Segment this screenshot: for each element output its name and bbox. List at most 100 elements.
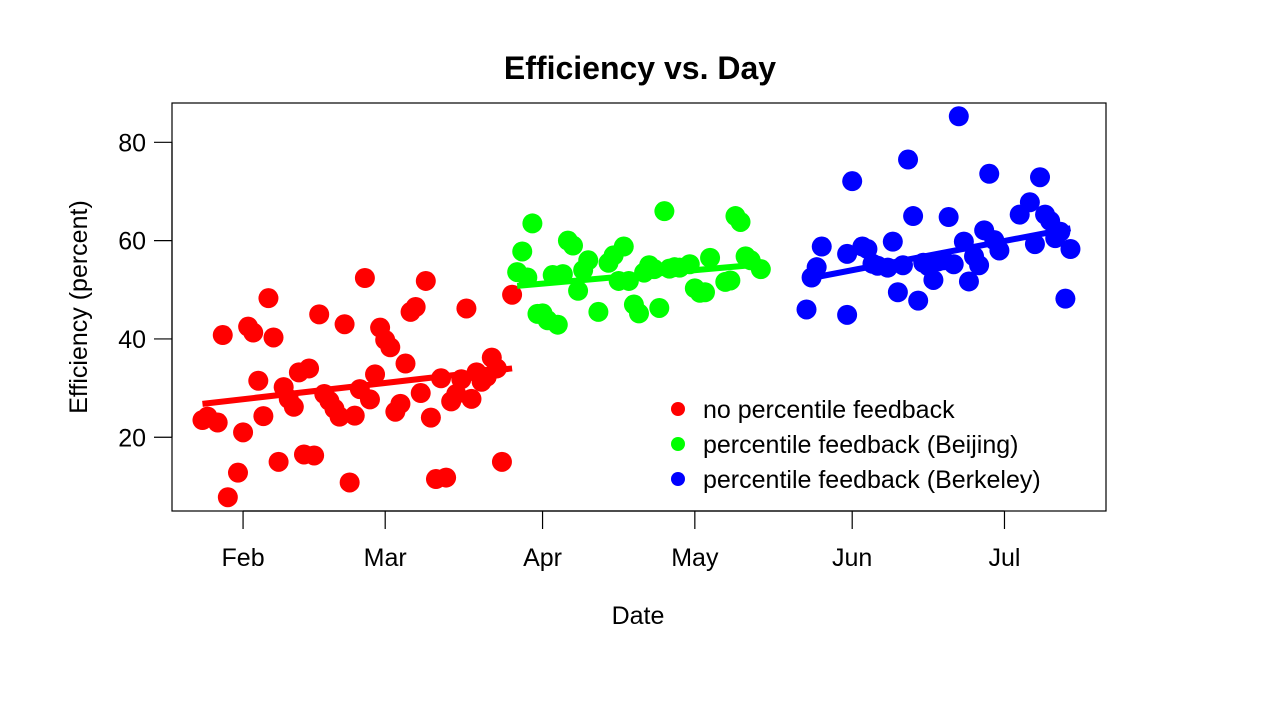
x-tick-label: Jul bbox=[988, 544, 1020, 572]
y-tick-label: 20 bbox=[118, 424, 146, 452]
data-point bbox=[943, 254, 964, 275]
data-point bbox=[796, 299, 817, 320]
data-point bbox=[969, 255, 990, 276]
data-point bbox=[613, 236, 634, 257]
data-point bbox=[563, 235, 584, 256]
x-tick-label: Feb bbox=[222, 544, 265, 572]
x-tick-label: Jun bbox=[832, 544, 872, 572]
data-point bbox=[420, 407, 441, 428]
data-point bbox=[1060, 238, 1081, 259]
data-point bbox=[380, 337, 401, 358]
data-point bbox=[958, 271, 979, 292]
x-tick-label: Apr bbox=[523, 544, 562, 572]
data-point bbox=[334, 314, 355, 335]
legend-item: percentile feedback (Beijing) bbox=[671, 431, 1018, 459]
data-point bbox=[502, 284, 523, 305]
data-point bbox=[309, 304, 330, 325]
data-point bbox=[979, 163, 1000, 184]
data-point bbox=[436, 467, 457, 488]
data-point bbox=[578, 250, 599, 271]
data-point bbox=[304, 445, 325, 466]
data-point bbox=[456, 298, 477, 319]
y-tick-label: 60 bbox=[118, 228, 146, 256]
legend-item: no percentile feedback bbox=[671, 396, 955, 424]
data-point bbox=[365, 364, 386, 385]
y-tick-label: 80 bbox=[118, 129, 146, 157]
legend-marker bbox=[671, 402, 685, 416]
x-axis: Feb Mar Apr May Jun Jul bbox=[222, 510, 1020, 572]
data-point bbox=[649, 297, 670, 318]
data-point bbox=[217, 487, 238, 508]
series-1-trend-line bbox=[202, 365, 513, 407]
data-point bbox=[948, 106, 969, 127]
x-tick-label: Mar bbox=[364, 544, 407, 572]
data-point bbox=[806, 257, 827, 278]
data-point bbox=[410, 383, 431, 404]
data-point bbox=[654, 201, 675, 222]
data-point bbox=[588, 301, 609, 322]
data-point bbox=[283, 396, 304, 417]
y-tick-label: 40 bbox=[118, 326, 146, 354]
data-point bbox=[700, 247, 721, 268]
data-point bbox=[461, 388, 482, 409]
data-point bbox=[212, 325, 233, 346]
data-point bbox=[1019, 192, 1040, 213]
data-point bbox=[227, 462, 248, 483]
y-axis: 20 40 60 80 bbox=[118, 129, 173, 452]
legend-marker bbox=[671, 472, 685, 486]
data-point bbox=[253, 406, 274, 427]
data-point bbox=[405, 297, 426, 317]
data-point bbox=[248, 370, 269, 391]
data-point bbox=[512, 241, 533, 262]
data-point bbox=[694, 282, 715, 303]
data-point bbox=[354, 267, 375, 288]
data-point bbox=[491, 451, 512, 472]
data-point bbox=[390, 393, 411, 414]
data-point bbox=[568, 280, 589, 301]
data-point bbox=[629, 303, 649, 324]
series-3-points bbox=[796, 106, 1081, 325]
legend-item: percentile feedback (Berkeley) bbox=[671, 466, 1041, 494]
data-point bbox=[339, 472, 360, 493]
data-point bbox=[882, 231, 903, 252]
data-point bbox=[359, 389, 380, 410]
data-point bbox=[730, 211, 751, 232]
data-point bbox=[268, 451, 289, 472]
data-point bbox=[811, 236, 832, 257]
legend-marker bbox=[671, 437, 685, 451]
data-point bbox=[837, 243, 858, 264]
legend-label: no percentile feedback bbox=[703, 396, 955, 424]
data-point bbox=[923, 269, 944, 290]
legend-label: percentile feedback (Beijing) bbox=[703, 431, 1018, 459]
data-point bbox=[344, 405, 365, 426]
data-point bbox=[1055, 288, 1076, 309]
data-point bbox=[299, 358, 320, 379]
data-point bbox=[1030, 167, 1051, 188]
data-point bbox=[720, 270, 741, 291]
data-point bbox=[258, 288, 279, 309]
data-point bbox=[938, 207, 959, 228]
legend: no percentile feedback percentile feedbac… bbox=[671, 396, 1041, 494]
data-point bbox=[547, 314, 568, 335]
data-point bbox=[903, 206, 924, 227]
data-point bbox=[243, 322, 264, 343]
data-point bbox=[415, 270, 436, 291]
data-point bbox=[898, 149, 919, 170]
data-point bbox=[842, 171, 863, 192]
series-3-trend-line bbox=[811, 225, 1072, 281]
data-point bbox=[750, 259, 771, 280]
x-axis-label: Date bbox=[612, 602, 665, 630]
data-point bbox=[837, 304, 858, 325]
data-point bbox=[522, 213, 543, 234]
data-point bbox=[233, 422, 254, 443]
data-point bbox=[329, 406, 350, 427]
y-axis-label: Efficiency (percent) bbox=[65, 200, 93, 414]
chart-title: Efficiency vs. Day bbox=[504, 50, 776, 86]
data-point bbox=[263, 327, 284, 348]
series-2-trend-line bbox=[516, 262, 751, 289]
x-tick-label: May bbox=[671, 544, 719, 572]
series-2-points bbox=[507, 201, 771, 335]
data-point bbox=[908, 290, 929, 311]
